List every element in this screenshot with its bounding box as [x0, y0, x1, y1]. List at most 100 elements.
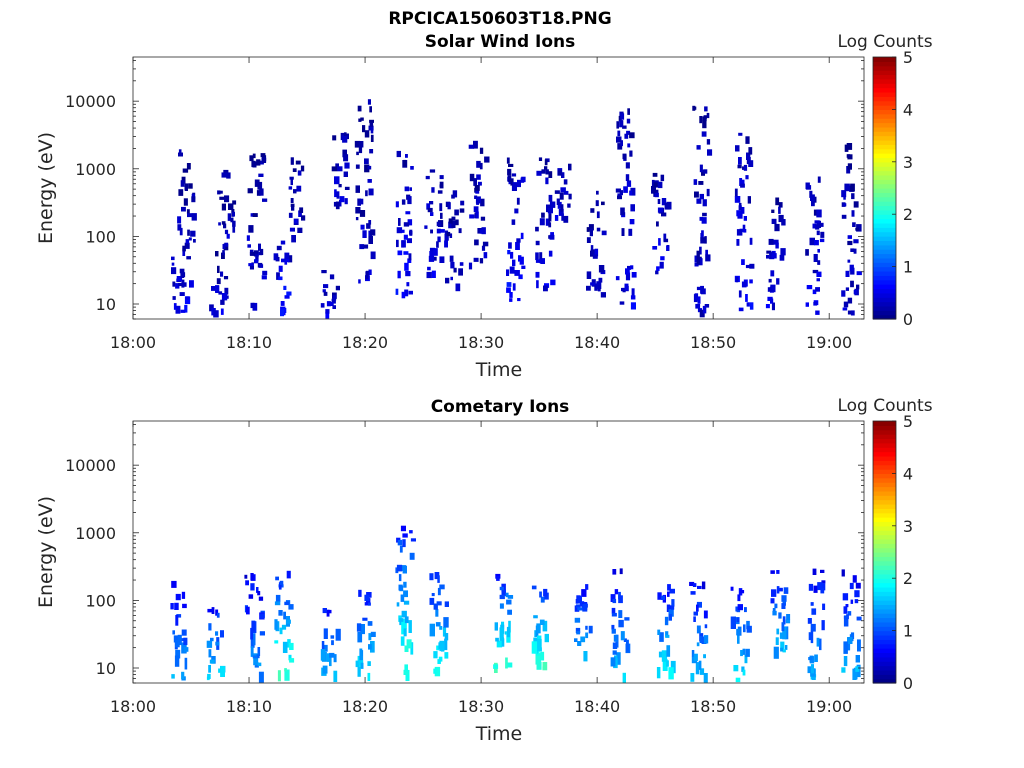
spectrogram-cell — [275, 576, 279, 581]
spectrogram-cell — [782, 616, 786, 625]
spectrogram-cell — [320, 303, 325, 308]
spectrogram-cell — [590, 245, 594, 253]
spectrogram-cell — [843, 195, 846, 200]
spectrogram-cell — [819, 238, 825, 243]
spectrogram-cell — [250, 583, 255, 591]
spectrogram-cell — [554, 215, 559, 221]
spectrogram-cell — [696, 145, 701, 150]
spectrogram-cell — [656, 266, 660, 271]
x-tick-label: 18:50 — [690, 697, 736, 716]
spectrogram-cell — [355, 207, 361, 214]
spectrogram-cell — [178, 283, 183, 287]
spectrogram-cell — [652, 246, 658, 250]
spectrogram-cell — [400, 594, 405, 602]
spectrogram-cell — [370, 127, 374, 134]
spectrogram-cell — [332, 305, 336, 309]
spectrogram-cell — [335, 285, 340, 291]
spectrogram-cell — [805, 249, 809, 256]
spectrogram-cell — [338, 184, 342, 188]
spectrogram-cell — [450, 276, 453, 281]
spectrogram-cell — [252, 153, 256, 159]
colorbar-tick-label: 4 — [903, 100, 913, 119]
spectrogram-cell — [536, 280, 539, 289]
spectrogram-cell — [520, 177, 525, 183]
spectrogram-cell — [173, 635, 178, 643]
spectrogram-cell — [734, 188, 738, 197]
spectrogram-cell — [699, 246, 702, 255]
spectrogram-cell — [331, 640, 334, 646]
spectrogram-cell — [493, 664, 499, 669]
colorbar-segment — [873, 118, 896, 124]
spectrogram-cell — [184, 657, 188, 670]
spectrogram-cell — [507, 609, 512, 615]
colorbar-segment — [873, 547, 896, 553]
plot-area — [132, 56, 865, 320]
spectrogram-cell — [399, 545, 403, 553]
spectrogram-cell — [439, 181, 444, 189]
spectrogram-cell — [549, 234, 555, 240]
spectrogram-cell — [510, 178, 514, 186]
spectrogram-cell — [810, 623, 816, 632]
spectrogram-cell — [805, 302, 809, 307]
colorbar-segment — [873, 161, 896, 167]
spectrogram-cell — [179, 292, 185, 296]
spectrogram-cell — [209, 304, 214, 312]
colorbar-segment — [873, 270, 896, 276]
spectrogram-cell — [703, 169, 708, 174]
spectrogram-cell — [539, 619, 545, 625]
spectrogram-cell — [295, 160, 301, 165]
spectrogram-cell — [545, 218, 551, 226]
spectrogram-cell — [253, 653, 259, 666]
spectrogram-cell — [847, 611, 852, 616]
spectrogram-cell — [544, 159, 548, 166]
spectrogram-cell — [262, 198, 268, 202]
spectrogram-cell — [657, 199, 661, 204]
spectrogram-cell — [535, 653, 541, 665]
spectrogram-cell — [322, 665, 328, 674]
colorbar-segment — [873, 105, 896, 110]
spectrogram-cell — [784, 645, 788, 650]
spectrogram-cell — [496, 640, 503, 648]
spectrogram-cell — [182, 603, 187, 609]
spectrogram-cell — [183, 198, 188, 206]
spectrogram-cell — [705, 254, 711, 262]
spectrogram-cell — [430, 212, 434, 216]
spectrogram-cell — [816, 230, 820, 236]
spectrogram-cell — [395, 201, 399, 208]
spectrogram-cell — [541, 212, 545, 218]
spectrogram-cell — [746, 620, 750, 630]
colorbar-tick-label: 5 — [903, 48, 913, 67]
spectrogram-cell — [841, 569, 845, 577]
spectrogram-cell — [563, 215, 569, 223]
spectrogram-cell — [343, 154, 349, 162]
spectrogram-cell — [668, 667, 674, 680]
spectrogram-cell — [514, 208, 519, 214]
spectrogram-cell — [360, 224, 365, 230]
spectrogram-cell — [597, 285, 601, 292]
spectrogram-cell — [434, 256, 437, 261]
spectrogram-cell — [617, 130, 621, 137]
spectrogram-cell — [745, 175, 749, 180]
spectrogram-cell — [286, 570, 291, 579]
spectrogram-cell — [320, 649, 326, 661]
spectrogram-cell — [694, 293, 699, 301]
spectrogram-cell — [181, 206, 186, 212]
spectrogram-cell — [563, 190, 569, 195]
spectrogram-cell — [742, 669, 746, 676]
spectrogram-cell — [460, 200, 465, 206]
spectrogram-cell — [846, 143, 853, 150]
x-tick-label: 18:20 — [342, 697, 388, 716]
spectrogram-cell — [847, 235, 852, 239]
spectrogram-cell — [781, 622, 785, 632]
spectrogram-cell — [651, 186, 656, 194]
spectrogram-cell — [698, 258, 703, 266]
spectrogram-cell — [395, 567, 399, 574]
spectrogram-cell — [206, 640, 213, 648]
spectrogram-cell — [516, 238, 521, 243]
spectrogram-cell — [406, 282, 410, 287]
spectrogram-cell — [190, 230, 196, 237]
spectrogram-cell — [619, 120, 624, 128]
spectrogram-cell — [362, 125, 366, 133]
colorbar-segment — [873, 665, 896, 671]
spectrogram-cell — [612, 598, 617, 604]
